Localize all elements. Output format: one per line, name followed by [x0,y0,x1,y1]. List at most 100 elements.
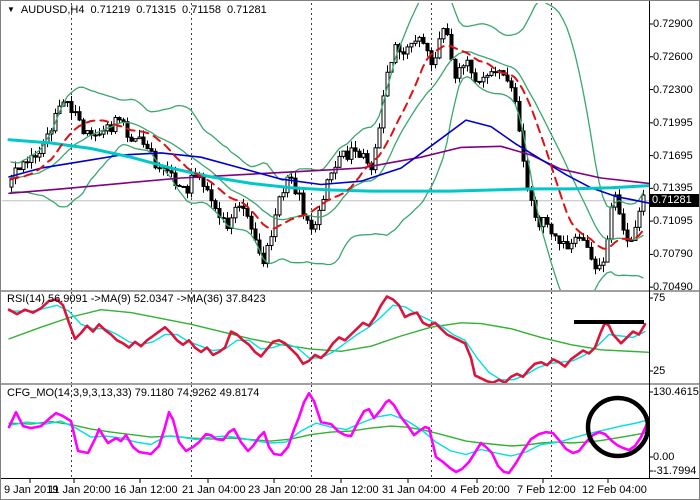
candle-bearish [453,58,458,79]
bollinger-lower-band [10,75,644,290]
candle-bullish [609,206,614,240]
candle-bearish [157,167,162,170]
candle-bearish [529,189,534,201]
candle-bearish [17,167,22,171]
candle-bearish [445,28,450,36]
price-axis-label: 0.70790 [653,248,693,261]
candle-bullish [457,67,462,79]
cfg-circle-annotation[interactable] [585,395,649,459]
candle-bullish [573,236,578,244]
time-axis-label: 31 Jan 04:00 [382,484,446,496]
candle-bearish [365,153,370,164]
candle-bullish [637,210,642,228]
candle-bullish [189,174,194,194]
candle-bullish [137,136,142,140]
time-axis-label: 7 Feb 12:00 [517,484,576,496]
candle-bearish [353,147,358,152]
ohlc-low: 0.71158 [182,4,221,16]
candle-bullish [377,127,382,149]
candle-bullish [281,192,286,198]
candle-bearish [253,228,258,241]
price-axis-label: 0.72600 [653,50,693,63]
candle-bearish [593,258,598,270]
ohlc-high: 0.71315 [136,4,177,16]
chart-title-bar: ▼ AUDUSD,H4 0.71219 0.71315 0.71158 0.71281 [7,4,273,16]
price-axis-label: 0.71995 [653,116,693,129]
candle-bearish [149,148,154,152]
candle-bullish [633,226,638,241]
candle-bearish [421,36,426,44]
candle-bullish [37,152,42,158]
rsi-axis-label: 25 [653,365,666,377]
candle-bearish [217,207,222,219]
candle-bullish [561,240,566,245]
price-axis-label: 0.71095 [653,215,693,228]
candle-bullish [65,101,70,104]
candle-bearish [557,235,562,245]
candle-bearish [617,194,622,215]
candle-bearish [589,246,594,260]
candle-bearish [33,155,38,158]
main-panel[interactable] [2,1,649,312]
symbol-dropdown-icon[interactable]: ▼ [7,5,15,14]
candle-bullish [433,57,438,66]
candle-bullish [481,76,486,83]
candle-bullish [97,133,102,136]
candle-bullish [569,242,574,250]
cfg-panel[interactable] [7,385,649,478]
ohlc-close: 0.71281 [226,4,267,16]
time-axis-label: 23 Jan 20:00 [248,484,312,496]
rsi-ma9-line [8,304,646,381]
candle-bullish [641,194,646,212]
rsi-axis-label: 75 [653,292,666,304]
candle-bullish [417,36,422,42]
candle-bullish [277,196,282,216]
candle-bullish [73,111,78,114]
ma-purple-line [8,145,649,195]
candle-bullish [237,205,242,208]
candle-bullish [329,172,334,181]
candle-bullish [361,153,366,158]
candle-bullish [629,239,634,242]
candle-bullish [85,130,90,135]
cfg-axis-label: -31.7994 [653,465,697,477]
candle-bullish [605,238,610,263]
candle-bearish [81,119,86,135]
candle-bullish [321,198,326,211]
candle-bearish [545,216,550,225]
price-axis-label: 0.71395 [653,182,693,195]
candle-bearish [213,200,218,209]
price-axis-label: 0.72900 [653,18,693,30]
candle-bearish [289,176,294,179]
candle-bearish [553,233,558,237]
candle-bullish [489,71,494,76]
time-axis-label: 11 Jan 20:00 [48,484,111,496]
candle-bullish [405,46,410,55]
ma-red-dashed-line [10,44,644,250]
candle-bearish [469,59,474,74]
candle-bearish [429,50,434,66]
candle-bearish [425,42,430,52]
price-axis-label: 0.72300 [653,83,693,96]
candle-bearish [293,177,298,195]
rsi-indicator-label: RSI(14) 56.9091 ->MA(9) 52.0347 ->MA(36)… [7,293,266,305]
candle-bullish [133,138,138,142]
candle-bearish [345,150,350,160]
candle-bearish [241,205,246,209]
candle-bearish [621,213,626,231]
candle-bullish [597,264,602,270]
candle-bullish [465,59,470,67]
candle-bearish [509,80,514,89]
candle-bearish [581,237,586,241]
symbol-timeframe-label: AUDUSD,H4 [20,4,85,16]
candle-bearish [69,101,74,114]
current-price-tag: 0.71281 [650,194,699,208]
candle-bullish [297,192,302,195]
candle-bearish [245,207,250,217]
candle-bearish [301,192,306,217]
candle-bullish [381,95,386,129]
candle-bullish [273,214,278,238]
rsi-panel[interactable] [7,292,649,383]
